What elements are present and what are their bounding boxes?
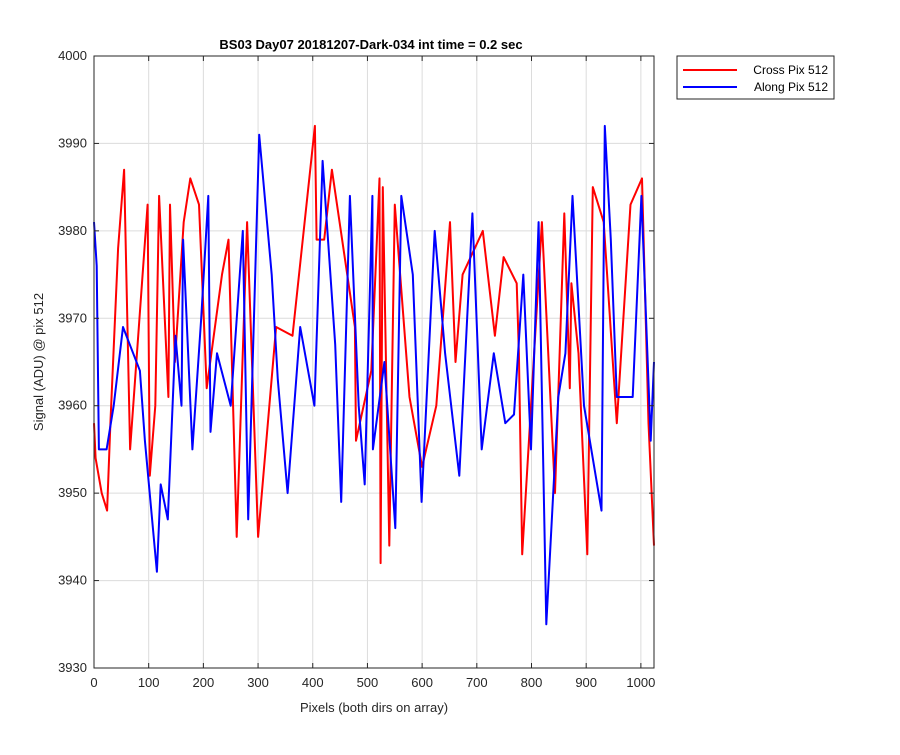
x-tick-label: 300 (247, 675, 269, 690)
x-tick-label: 800 (521, 675, 543, 690)
legend-label-2: Along Pix 512 (754, 80, 828, 94)
y-tick-label: 4000 (58, 48, 87, 63)
x-tick-label: 700 (466, 675, 488, 690)
series-line-along-pix-512 (93, 124, 655, 626)
chart-title: BS03 Day07 20181207-Dark-034 int time = … (219, 37, 522, 52)
y-tick-label: 3940 (58, 573, 87, 588)
x-axis-label: Pixels (both dirs on array) (300, 700, 448, 715)
y-tick-label: 3960 (58, 398, 87, 413)
y-tick-label: 3930 (58, 660, 87, 675)
y-tick-label: 3980 (58, 223, 87, 238)
x-tick-label: 500 (357, 675, 379, 690)
legend-label-1: Cross Pix 512 (753, 63, 828, 77)
legend-box (676, 55, 835, 100)
x-tick-label: 200 (193, 675, 215, 690)
x-tick-label: 900 (575, 675, 597, 690)
x-tick-label: 600 (411, 675, 433, 690)
x-tick-label: 0 (90, 675, 97, 690)
x-tick-label: 400 (302, 675, 324, 690)
y-axis-label: Signal (ADU) @ pix 512 (31, 293, 46, 431)
y-tick-label: 3950 (58, 485, 87, 500)
y-tick-label: 3970 (58, 310, 87, 325)
legend: Cross Pix 512 Along Pix 512 (676, 55, 835, 100)
tick-layer: 0 100 200 300 400 500 600 700 800 900 1000 3930 3940… (58, 48, 655, 690)
series-layer (93, 124, 655, 626)
y-tick-label: 3990 (58, 135, 87, 150)
plot-area-background (94, 56, 654, 668)
x-tick-label: 100 (138, 675, 160, 690)
x-tick-label: 1000 (626, 675, 655, 690)
plot-frame (93, 55, 655, 669)
